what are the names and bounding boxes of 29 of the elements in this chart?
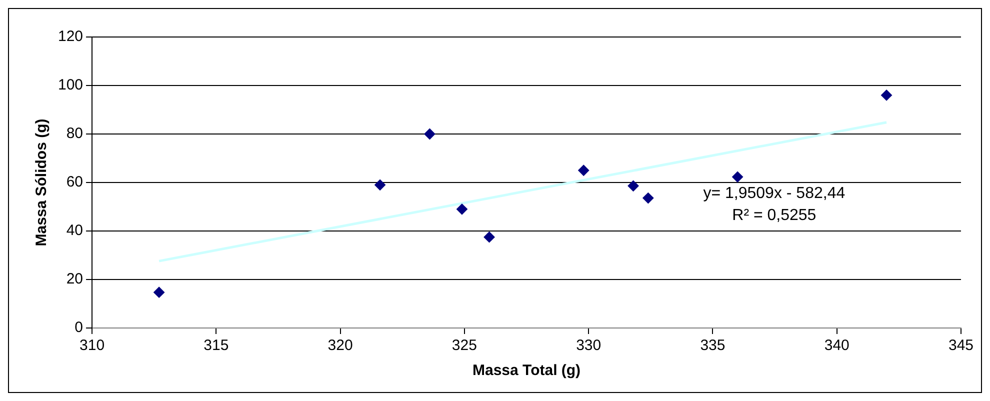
y-tick-label: 0 bbox=[74, 319, 84, 336]
point bbox=[456, 204, 468, 215]
x-tick-label: 315 bbox=[204, 337, 229, 354]
y-tick-label: 60 bbox=[66, 174, 84, 191]
x-tick-label: 310 bbox=[80, 337, 105, 354]
y-axis-title: Massa Sólidos (g) bbox=[33, 118, 50, 246]
point bbox=[154, 286, 165, 298]
x-tick-label: 335 bbox=[700, 337, 726, 354]
y-tick-label: 20 bbox=[66, 270, 84, 288]
point bbox=[732, 171, 744, 182]
annotation: R² = 0,5255 bbox=[732, 206, 816, 224]
y-tick-label: 40 bbox=[66, 222, 84, 240]
y-tick-label: 100 bbox=[58, 76, 84, 94]
annotation: y= 1,9509x - 582,44 bbox=[703, 184, 846, 202]
y-tick-label: 120 bbox=[58, 28, 84, 46]
point bbox=[642, 192, 654, 204]
point bbox=[424, 128, 436, 140]
point bbox=[484, 232, 495, 243]
x-tick-label: 340 bbox=[824, 337, 850, 354]
x-tick-label: 325 bbox=[452, 337, 477, 354]
x-axis-title: Massa Total (g) bbox=[472, 362, 581, 380]
point bbox=[628, 180, 639, 192]
y-tick-label: 80 bbox=[66, 125, 84, 142]
point bbox=[881, 90, 892, 101]
point bbox=[578, 164, 590, 176]
x-tick-label: 320 bbox=[328, 337, 353, 354]
point bbox=[374, 179, 386, 190]
x-tick-label: 345 bbox=[948, 337, 974, 354]
x-tick-label: 330 bbox=[576, 337, 602, 354]
